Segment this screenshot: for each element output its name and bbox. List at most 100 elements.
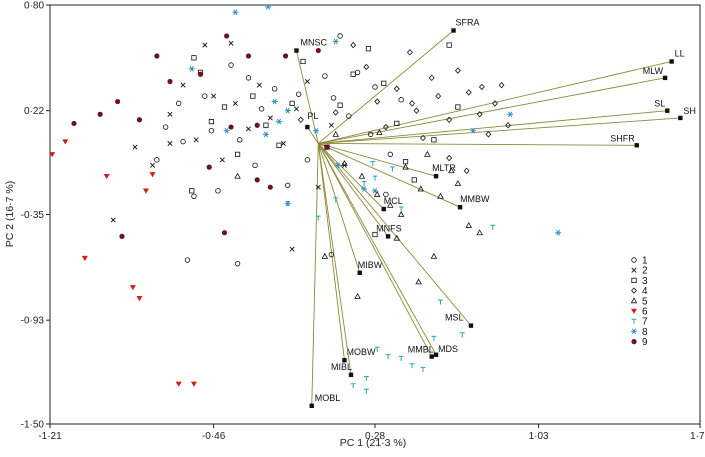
data-point (330, 95, 337, 101)
data-point (490, 224, 496, 230)
data-point (175, 381, 182, 387)
legend-label: 4 (642, 286, 648, 297)
data-point (498, 81, 505, 89)
data-point (390, 166, 395, 172)
data-point (372, 187, 378, 194)
vector-label-mmbl: MMBL (408, 345, 434, 355)
vector-end-mibw (357, 270, 362, 275)
data-point (363, 388, 369, 394)
data-point (258, 106, 265, 112)
data-point (470, 127, 477, 134)
data-point (62, 139, 69, 145)
vector-label-ll: LL (675, 48, 685, 58)
y-tick-label: -0·35 (21, 210, 45, 221)
data-point (256, 82, 262, 88)
data-point (167, 111, 173, 117)
vector-end-mnsc (294, 48, 299, 53)
data-point (346, 113, 352, 119)
data-point (361, 181, 367, 187)
data-point (372, 175, 378, 181)
data-point (424, 150, 431, 157)
data-point (262, 131, 269, 138)
data-point (332, 130, 340, 137)
legend-marker (631, 287, 637, 294)
data-point (332, 38, 339, 45)
legend-marker (631, 339, 637, 345)
data-point (245, 126, 252, 132)
data-point (103, 173, 110, 180)
vector-line-ll (318, 61, 672, 144)
data-point (267, 184, 273, 190)
legend-label: 8 (642, 327, 648, 338)
series-8 (188, 3, 562, 236)
data-point (374, 346, 380, 352)
data-point (271, 98, 278, 105)
legend-item-6: 6 (631, 307, 648, 318)
data-point (454, 67, 461, 74)
data-point (254, 122, 260, 128)
legend-item-4: 4 (631, 286, 648, 297)
legend-label: 2 (642, 266, 648, 277)
data-point (223, 127, 230, 134)
series-6 (49, 139, 197, 387)
data-point (372, 84, 378, 90)
vector-label-sl: SL (654, 99, 665, 109)
data-point (188, 65, 195, 72)
vector-label-mnfs: MNFS (376, 223, 402, 233)
legend-item-5: 5 (630, 296, 648, 307)
data-point (315, 47, 321, 54)
data-point (372, 231, 378, 238)
y-tick-label: -1·50 (21, 420, 45, 431)
vector-end-mnfs (385, 234, 391, 239)
vector-line-mlw (318, 77, 666, 144)
data-point (476, 229, 483, 236)
data-point (415, 278, 422, 285)
data-point (245, 53, 252, 59)
x-axis-title: PC 1 (21·3 %) (340, 437, 407, 449)
data-point (190, 381, 197, 387)
data-point (282, 53, 289, 59)
data-point (276, 118, 283, 125)
data-point (191, 193, 197, 199)
data-point (337, 33, 343, 39)
series-9 (71, 33, 330, 239)
plot-area (49, 4, 701, 425)
vector-label-shfr: SHFR (610, 133, 635, 143)
legend-item-9: 9 (631, 337, 648, 348)
data-point (328, 122, 334, 128)
data-point (71, 120, 77, 127)
legend-item-1: 1 (631, 256, 648, 267)
data-point (430, 252, 438, 259)
vector-end-sfra (451, 28, 456, 33)
legend-marker (631, 328, 637, 335)
vector-label-mibl: MIBL (331, 362, 352, 372)
data-point (221, 104, 228, 110)
vector-line-mcl (317, 143, 385, 210)
y-axis: 0·80 0·22 -0·35 -0·93 -1·50 (21, 1, 50, 431)
x-tick-label: -0·46 (202, 431, 226, 442)
legend-label: 9 (642, 337, 648, 348)
data-point (184, 257, 191, 263)
data-point (245, 75, 252, 81)
data-point (387, 151, 393, 158)
vector-line-sh (318, 117, 681, 144)
vector-line-mmbl (317, 143, 433, 357)
data-point (202, 42, 208, 48)
x-tick-label: 1·03 (529, 431, 549, 442)
loading-vectors: SFRA LL MLW SL SH SHFR MNSC PL MLTR MMBW MCL MNFS MI… (294, 18, 696, 408)
legend-label: 5 (642, 296, 648, 307)
data-point (435, 92, 442, 100)
vector-end-sl (665, 108, 670, 113)
data-point (365, 46, 372, 52)
data-point (337, 102, 343, 108)
data-point (431, 137, 437, 143)
data-point (485, 131, 492, 138)
x-tick-label: 1·77 (690, 431, 705, 442)
vector-end-mmbw (457, 205, 463, 210)
data-point (373, 190, 381, 197)
vector-end-ll (669, 59, 674, 64)
data-point (398, 206, 404, 212)
data-point (406, 49, 413, 56)
data-point (363, 63, 370, 71)
